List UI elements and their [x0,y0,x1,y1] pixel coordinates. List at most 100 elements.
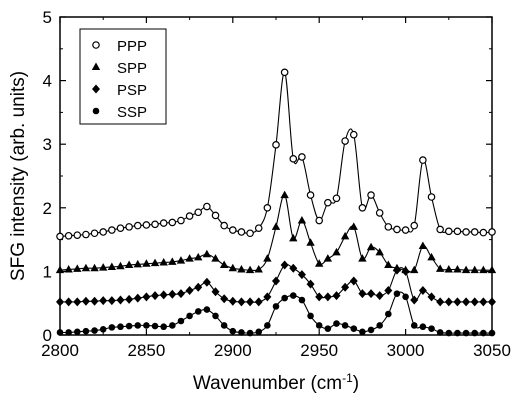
data-point-psp [392,265,401,275]
data-point-psp [81,296,90,306]
data-point-psp [427,292,436,302]
data-point-ssp [341,322,349,329]
data-point-psp [125,294,134,304]
data-point-spp [168,257,177,265]
data-point-spp [73,264,82,272]
data-point-ppp [488,228,496,236]
legend-items: PPP SPP PSP SSP [91,38,147,121]
data-point-ppp [298,153,306,161]
data-point-ppp [159,219,168,227]
data-point-spp [418,241,428,249]
data-point-ssp [108,324,116,331]
data-point-spp [142,259,151,267]
data-point-ssp [194,308,202,315]
data-point-ssp [428,325,435,332]
data-point-ssp [169,322,176,329]
data-point-spp [375,247,384,256]
data-point-ssp [307,312,314,320]
data-point-ppp [427,193,436,201]
data-point-ppp [324,198,332,207]
data-point-ppp [56,232,64,241]
data-point-ppp [341,137,349,145]
y-tick-label: 2 [43,199,52,218]
data-point-psp [194,282,203,292]
data-point-psp [349,276,358,286]
data-point-ppp [99,228,108,236]
x-tick-label: 3000 [387,341,425,360]
data-point-ppp [211,211,220,220]
data-point-ppp [82,230,90,239]
data-point-psp [176,289,185,299]
y-tick-label: 4 [43,72,52,91]
data-point-psp [401,266,410,276]
data-point-psp [410,295,419,305]
data-point-spp [453,264,462,273]
data-point-ppp [125,223,133,231]
data-point-psp [99,296,108,306]
data-point-ppp [64,231,73,240]
data-point-ppp [108,226,116,234]
data-point-spp [470,265,479,274]
x-tick-label: 2900 [214,341,252,360]
legend: PPP SPP PSP SSP [79,28,167,125]
data-point-ppp [393,225,401,234]
series-psp [56,260,496,307]
data-point-psp [375,291,384,301]
data-point-ssp [281,294,288,302]
data-point-psp [246,297,255,307]
data-point-ppp [358,204,367,212]
data-point-spp [263,254,272,262]
series-ppp [56,68,496,241]
data-point-ssp [402,293,409,301]
data-point-ppp [444,227,453,236]
data-point-ppp [246,229,254,238]
data-point-ssp [393,290,401,297]
x-tick-label: 2800 [41,341,79,360]
data-point-spp [349,222,358,230]
data-point-ssp [177,317,185,325]
data-point-ppp [229,226,237,234]
data-point-spp [133,259,142,268]
data-point-ppp [177,216,185,225]
data-point-spp [384,260,393,269]
data-point-ssp [488,329,496,337]
data-point-ppp [367,191,375,199]
data-point-ssp [82,327,90,335]
data-point-spp [159,257,168,266]
data-point-psp [90,296,99,306]
legend-label-spp: SPP [117,60,147,77]
data-point-ssp [385,310,392,318]
data-point-spp [435,264,445,272]
data-point-ppp [401,226,410,234]
data-point-psp [237,297,246,307]
data-point-ssp [350,325,358,332]
data-point-spp [211,254,220,262]
legend-label-ssp: SSP [117,104,147,121]
data-point-ssp [255,328,263,336]
data-point-psp [470,297,479,307]
data-point-ppp [90,229,99,238]
data-point-spp [479,265,488,274]
data-point-psp [159,290,168,300]
data-point-ssp [125,322,133,330]
data-point-psp [211,287,220,297]
data-point-spp [358,254,367,262]
data-point-psp [64,297,73,307]
data-point-ssp [246,329,254,337]
legend-label-ppp: PPP [117,38,147,55]
data-point-psp [185,285,194,295]
data-point-spp [254,264,263,273]
data-point-spp [366,242,376,251]
data-point-psp [168,289,177,299]
data-point-ssp [419,323,427,331]
data-point-ssp [359,328,366,336]
data-point-ppp [116,224,125,232]
data-point-spp [297,216,307,224]
data-point-ppp [263,204,272,212]
data-point-psp [315,292,324,302]
data-point-psp [280,260,289,270]
data-point-ssp [117,323,124,331]
data-point-psp [254,297,263,307]
data-point-spp [332,247,341,256]
data-point-psp [116,295,125,305]
